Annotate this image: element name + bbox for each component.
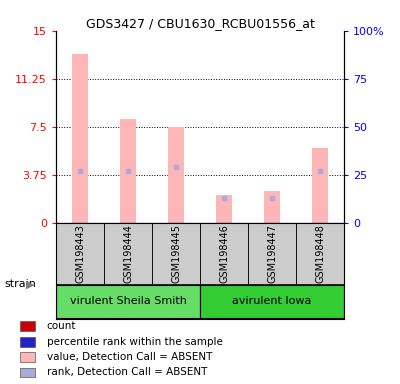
FancyBboxPatch shape [200, 223, 248, 284]
Text: count: count [47, 321, 76, 331]
Text: GSM198443: GSM198443 [75, 224, 85, 283]
Text: GSM198444: GSM198444 [123, 224, 133, 283]
Bar [20, 352, 35, 362]
FancyBboxPatch shape [296, 223, 344, 284]
Bar [264, 191, 280, 223]
Bar [72, 54, 88, 223]
Text: avirulent Iowa: avirulent Iowa [232, 296, 312, 306]
Bar [120, 119, 136, 223]
Text: percentile rank within the sample: percentile rank within the sample [47, 337, 223, 347]
Text: GSM198446: GSM198446 [219, 224, 229, 283]
Text: strain: strain [4, 279, 36, 289]
FancyBboxPatch shape [248, 223, 296, 284]
Text: value, Detection Call = ABSENT: value, Detection Call = ABSENT [47, 352, 212, 362]
Text: ▶: ▶ [26, 279, 34, 289]
FancyBboxPatch shape [200, 285, 344, 318]
FancyBboxPatch shape [56, 285, 200, 318]
Bar [168, 127, 184, 223]
Bar [20, 367, 35, 377]
Bar [216, 195, 232, 223]
FancyBboxPatch shape [152, 223, 200, 284]
Title: GDS3427 / CBU1630_RCBU01556_at: GDS3427 / CBU1630_RCBU01556_at [86, 17, 314, 30]
Bar [312, 149, 328, 223]
Bar [20, 337, 35, 347]
Bar [20, 321, 35, 331]
Text: virulent Sheila Smith: virulent Sheila Smith [70, 296, 186, 306]
Text: rank, Detection Call = ABSENT: rank, Detection Call = ABSENT [47, 367, 207, 377]
Text: GSM198447: GSM198447 [267, 224, 277, 283]
Text: GSM198448: GSM198448 [315, 224, 325, 283]
FancyBboxPatch shape [104, 223, 152, 284]
FancyBboxPatch shape [56, 223, 104, 284]
Text: GSM198445: GSM198445 [171, 224, 181, 283]
